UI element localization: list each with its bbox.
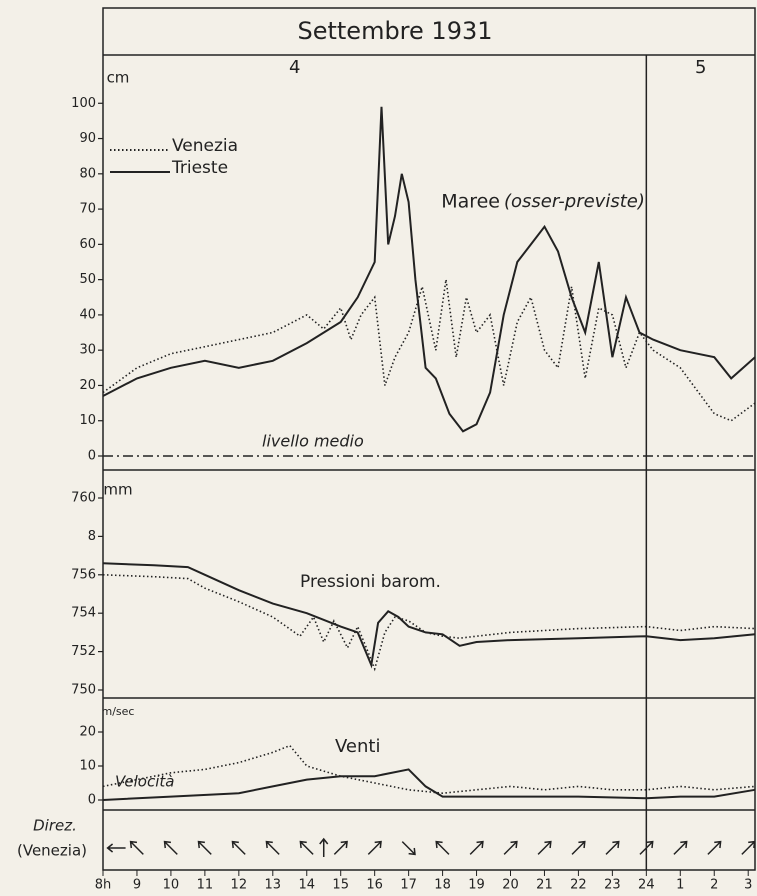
y-tick-label: 754 [71,606,96,621]
y-tick-label: 0 [88,793,96,808]
direction-arrow [673,840,688,855]
direction-arrow [367,840,382,855]
direction-arrow [319,837,329,857]
direction-arrow [537,840,552,855]
series-line [102,562,756,669]
y-tick-label: 50 [79,272,96,287]
legend-label: Venezia [172,136,238,156]
y-tick-label: 30 [79,343,96,358]
direction-arrow [469,840,484,855]
y-tick-label: 60 [79,237,96,252]
y-tick-label: 80 [79,166,96,181]
y-tick-label: 100 [71,96,96,111]
y-axis-label: m/sec [102,705,135,718]
day-label: 4 [289,57,300,78]
panel-label: Pressioni barom. [300,572,441,592]
day-label: 5 [695,57,706,78]
panel-label: Maree [441,191,500,213]
x-tick-label: 16 [366,878,383,893]
y-tick-label: 750 [71,683,96,698]
series-line [102,279,756,422]
direction-arrow [299,840,314,855]
y-tick-label: 752 [71,644,96,659]
x-tick-label: 2 [710,878,718,893]
x-tick-label: 24 [638,878,655,893]
direction-arrow [197,840,212,855]
x-tick-label: 12 [231,878,248,893]
y-tick-label: 8 [88,529,96,544]
reference-label: livello medio [262,432,364,451]
direction-arrow [129,840,144,855]
series-line [102,768,756,801]
direction-label: Direz. [33,817,77,835]
y-tick-label: 40 [79,307,96,322]
x-tick-label: 22 [570,878,587,893]
direction-arrow [106,843,126,853]
x-tick-label: 15 [332,878,349,893]
y-tick-label: 10 [79,413,96,428]
direction-arrow [639,840,654,855]
x-tick-label: 18 [434,878,451,893]
direction-arrow [333,840,348,855]
x-tick-label: 8h [95,878,112,893]
velocity-label: Velocità [115,773,174,791]
x-tick-label: 13 [265,878,282,893]
direction-arrow [231,840,246,855]
x-tick-label: 23 [604,878,621,893]
frame [102,7,756,871]
direction-arrow [605,840,620,855]
direction-arrow [435,840,450,855]
x-tick-label: 3 [744,878,752,893]
x-tick-label: 14 [298,878,315,893]
panel-label: Venti [335,736,380,757]
direction-arrow [265,840,280,855]
y-axis-label: cm [107,69,130,87]
x-tick-label: 9 [133,878,141,893]
direction-arrow [741,840,756,855]
legend-label: Trieste [171,158,228,178]
direction-arrow [707,840,722,855]
y-tick-label: 760 [71,491,96,506]
x-tick-label: 1 [676,878,684,893]
y-tick-label: 756 [71,567,96,582]
x-tick-label: 20 [502,878,519,893]
y-tick-label: 70 [79,202,96,217]
x-tick-label: 10 [163,878,180,893]
x-tick-label: 19 [468,878,485,893]
y-tick-label: 10 [79,759,96,774]
series-line [102,106,756,433]
panel-label-note: (osser-previste) [504,191,645,212]
y-axis-label: mm [103,481,132,499]
x-tick-label: 17 [400,878,417,893]
x-tick-label: 21 [536,878,553,893]
direction-arrow [571,840,586,855]
chart-title: Settembre 1931 [297,17,492,45]
x-tick-label: 11 [197,878,214,893]
series-line [102,574,756,672]
y-tick-label: 90 [79,131,96,146]
direction-arrow [401,841,416,856]
y-tick-label: 20 [79,725,96,740]
y-tick-label: 20 [79,378,96,393]
direction-arrow [163,840,178,855]
direction-note: (Venezia) [17,842,87,860]
direction-arrow [503,840,518,855]
y-tick-label: 0 [88,449,96,464]
